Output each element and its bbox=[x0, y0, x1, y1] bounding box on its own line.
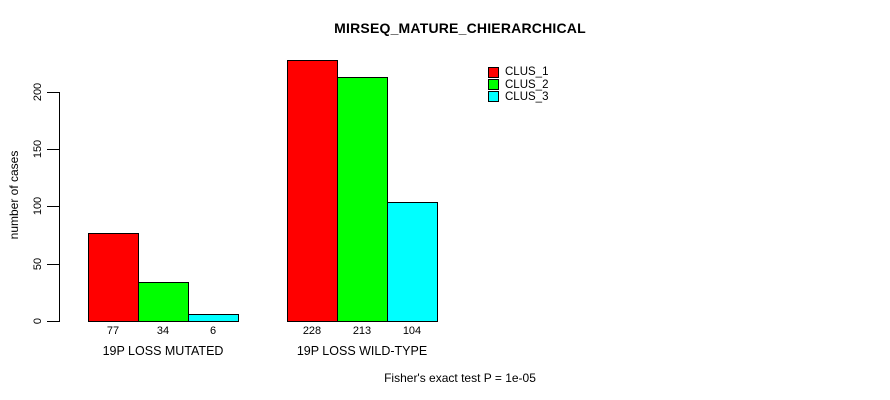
fisher-test-annotation: Fisher's exact test P = 1e-05 bbox=[384, 371, 536, 385]
legend-swatch-icon bbox=[488, 91, 499, 103]
y-axis-tick-label: 50 bbox=[32, 257, 44, 270]
y-axis-tick bbox=[47, 149, 59, 151]
legend-item-clus_2: CLUS_2 bbox=[488, 78, 549, 91]
category-label: 19P LOSS MUTATED bbox=[102, 344, 224, 358]
bar-value-label: 228 bbox=[302, 325, 322, 337]
category-label: 19P LOSS WILD-TYPE bbox=[296, 344, 428, 358]
y-axis-line bbox=[59, 91, 60, 322]
legend-swatch-icon bbox=[488, 79, 499, 91]
y-axis-tick bbox=[47, 206, 59, 208]
y-axis-tick-label: 150 bbox=[32, 139, 44, 159]
y-axis-tick bbox=[47, 263, 59, 265]
bar-clus_3-2 bbox=[387, 202, 438, 322]
legend-item-clus_3: CLUS_3 bbox=[488, 91, 548, 103]
legend-label: CLUS_3 bbox=[505, 90, 549, 103]
y-axis-tick-label: 200 bbox=[32, 82, 44, 101]
y-axis-tick bbox=[47, 321, 59, 322]
legend-item-clus_1: CLUS_1 bbox=[488, 66, 548, 78]
bar-value-label: 213 bbox=[352, 325, 372, 337]
bar-value-label: 6 bbox=[209, 325, 217, 337]
y-axis-tick-label: 0 bbox=[32, 317, 44, 325]
bar-clus_2-2 bbox=[337, 77, 388, 322]
bar-value-label: 77 bbox=[106, 325, 120, 337]
legend: CLUS_1 CLUS_2 CLUS_3 bbox=[488, 66, 548, 103]
bar-clus_1-2 bbox=[287, 60, 338, 322]
y-axis-tick-label: 100 bbox=[32, 197, 44, 216]
legend-label: CLUS_2 bbox=[505, 78, 549, 91]
bar-clus_2-1 bbox=[138, 282, 189, 322]
legend-label: CLUS_1 bbox=[505, 66, 549, 79]
bar-value-label: 34 bbox=[156, 325, 170, 337]
legend-swatch-icon bbox=[488, 66, 499, 78]
y-axis-tick bbox=[47, 91, 59, 93]
bar-clus_3-1 bbox=[188, 314, 239, 322]
y-axis-label: number of cases bbox=[7, 150, 21, 240]
bar-value-label: 104 bbox=[402, 325, 422, 337]
bar-clus_1-1 bbox=[88, 233, 139, 322]
chart-title: MIRSEQ_MATURE_CHIERARCHICAL bbox=[334, 20, 586, 36]
